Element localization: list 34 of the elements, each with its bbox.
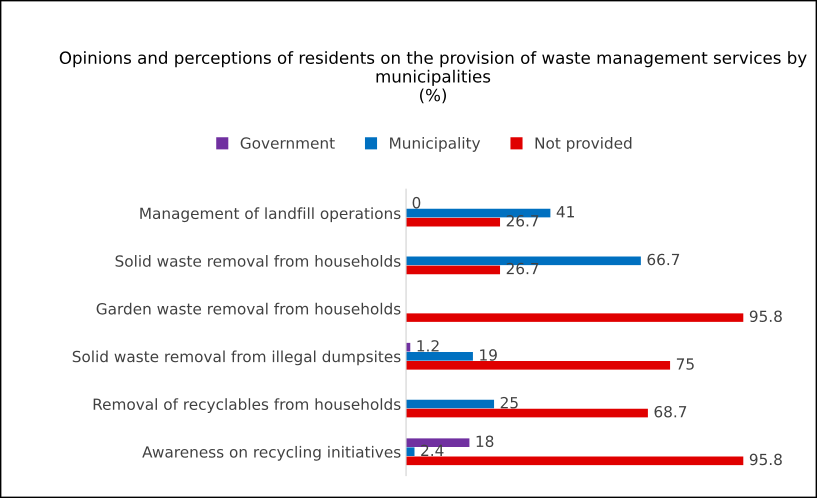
data-label: 26.7 xyxy=(506,262,538,274)
bar xyxy=(406,313,744,322)
data-label: 26.7 xyxy=(506,215,538,227)
data-label: 66.7 xyxy=(647,254,680,266)
bar xyxy=(406,408,648,418)
y-tick-label: Solid waste removal from households xyxy=(116,255,400,267)
bar xyxy=(406,266,500,274)
data-label: 0 xyxy=(412,196,420,208)
bar xyxy=(406,400,494,408)
legend-label: Government xyxy=(240,137,335,149)
data-label: 95.8 xyxy=(750,310,782,322)
y-tick-label: Solid waste removal from illegal dumpsites xyxy=(72,350,400,366)
data-label: 19 xyxy=(480,349,497,361)
y-tick-label: Removal of recyclables from households xyxy=(94,398,400,413)
bar xyxy=(406,352,473,361)
bar xyxy=(406,456,744,466)
data-label: 95.8 xyxy=(750,454,782,466)
data-label: 41 xyxy=(556,206,574,218)
bar xyxy=(406,447,414,456)
data-label: 1.2 xyxy=(418,340,439,352)
data-label: 18 xyxy=(476,436,494,448)
y-tick-label: Awareness on recycling initiatives xyxy=(142,446,400,461)
y-tick-label: Garden waste removal from households xyxy=(96,302,400,315)
y-tick-label: Management of landfill operations xyxy=(140,207,400,222)
chart-title: Opinions and perceptions of residents on the provision of waste management services by municipalities (%) xyxy=(60,51,807,104)
data-label: 68.7 xyxy=(654,406,686,418)
bar xyxy=(406,218,500,226)
bar xyxy=(406,342,410,352)
data-label: 2.4 xyxy=(421,444,444,456)
data-label: 25 xyxy=(500,396,518,408)
bar xyxy=(406,361,670,370)
legend-label: Municipality xyxy=(390,137,480,152)
data-label: 75 xyxy=(676,358,694,370)
legend-label: Not provided xyxy=(536,137,632,152)
